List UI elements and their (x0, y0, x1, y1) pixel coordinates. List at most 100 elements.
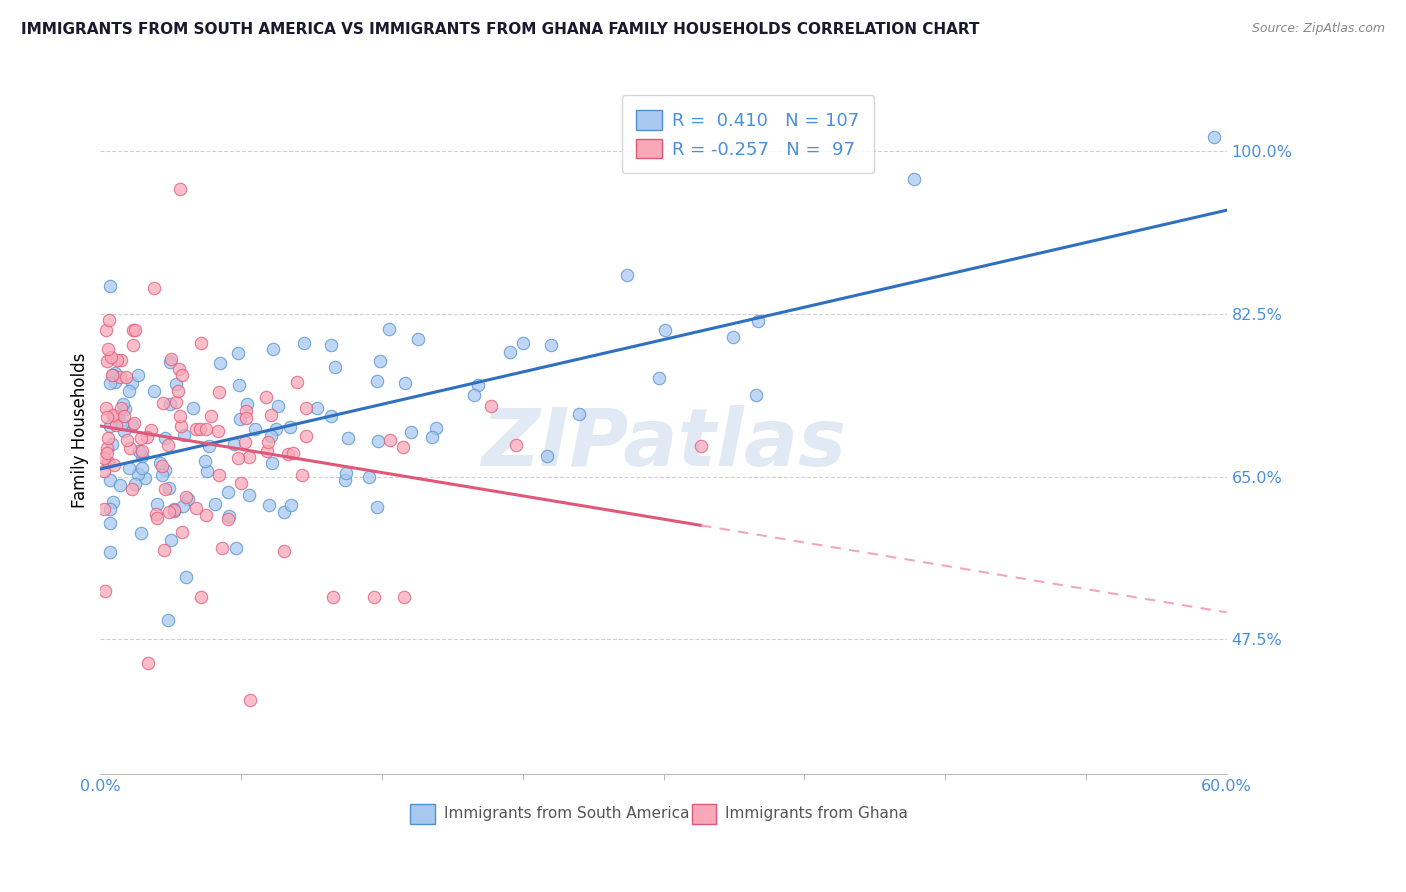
Point (121, 417, 143, 432)
Point (295, 428, 318, 442)
Point (127, 368, 149, 382)
Point (200, 409, 222, 423)
Point (690, 439, 713, 453)
Point (238, 450, 260, 464)
Point (129, 431, 152, 445)
Point (112, 409, 135, 424)
Point (260, 409, 283, 423)
Point (499, 344, 522, 359)
Point (319, 337, 342, 351)
Point (190, 336, 212, 351)
Point (97, 431, 120, 445)
Point (131, 450, 153, 464)
Point (322, 591, 344, 605)
Point (122, 417, 145, 431)
Point (420, 430, 443, 444)
Point (226, 345, 249, 359)
Point (228, 378, 250, 392)
Point (321, 409, 343, 423)
Point (243, 422, 266, 436)
Point (101, 368, 124, 382)
Point (721, 330, 744, 344)
Point (616, 268, 638, 282)
Point (118, 384, 141, 398)
Point (181, 401, 204, 416)
Point (188, 422, 211, 436)
Point (195, 421, 218, 435)
Point (291, 467, 314, 482)
Point (110, 401, 132, 416)
Point (254, 390, 277, 404)
Text: Immigrants from South America: Immigrants from South America (444, 806, 689, 822)
Point (479, 400, 502, 414)
Point (278, 420, 301, 434)
Point (394, 591, 416, 605)
Point (98, 502, 121, 516)
Point (195, 464, 218, 478)
Point (93, 451, 115, 466)
Point (367, 434, 389, 448)
Point (153, 543, 176, 558)
Point (94, 401, 117, 415)
Bar (692, 805, 717, 823)
Point (292, 336, 315, 351)
Point (98, 279, 121, 293)
Point (647, 371, 669, 385)
Point (146, 510, 169, 524)
Point (392, 440, 415, 454)
Point (260, 428, 283, 442)
Point (127, 467, 149, 482)
Point (208, 468, 231, 483)
Point (357, 469, 380, 483)
Point (167, 362, 190, 376)
Point (568, 407, 591, 421)
Point (94, 583, 117, 598)
Point (236, 397, 259, 411)
Point (155, 431, 177, 445)
Point (165, 376, 187, 391)
Point (195, 508, 218, 522)
Point (149, 456, 172, 470)
Point (128, 444, 150, 458)
Point (217, 512, 239, 526)
Point (262, 342, 284, 356)
Point (235, 411, 257, 425)
Point (170, 419, 193, 434)
Point (378, 433, 401, 447)
Point (104, 375, 127, 389)
Point (112, 397, 135, 411)
Point (96, 323, 118, 337)
Point (100, 350, 122, 364)
Point (467, 378, 489, 392)
Point (170, 368, 193, 382)
Point (96, 410, 118, 425)
Point (150, 458, 173, 473)
Point (169, 182, 191, 196)
Point (96, 442, 118, 456)
Point (370, 354, 392, 368)
Point (225, 541, 247, 555)
Point (654, 323, 676, 337)
Point (97, 455, 120, 469)
Point (135, 430, 157, 444)
Point (233, 434, 256, 449)
Point (103, 458, 125, 472)
Point (163, 501, 186, 516)
Point (305, 401, 328, 415)
Point (218, 508, 240, 523)
Point (235, 404, 257, 418)
Point (512, 336, 534, 351)
Point (101, 494, 124, 508)
Point (363, 591, 385, 605)
Point (153, 483, 176, 497)
Point (115, 433, 138, 447)
Point (121, 323, 143, 337)
Point (157, 438, 180, 452)
Point (166, 384, 188, 398)
Point (98, 376, 121, 391)
Y-axis label: Family Households: Family Households (72, 352, 89, 508)
Point (93, 502, 115, 516)
Point (209, 356, 232, 370)
Point (165, 395, 187, 409)
Point (124, 476, 146, 491)
